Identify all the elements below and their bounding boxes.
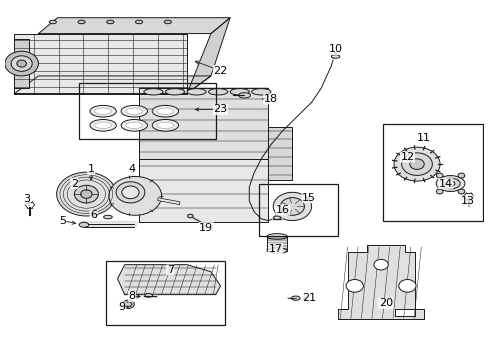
Text: 15: 15 [302,193,316,203]
Circle shape [435,189,442,194]
Circle shape [273,192,311,221]
Text: 5: 5 [59,216,66,226]
Ellipse shape [157,122,173,129]
Circle shape [122,300,134,309]
Circle shape [393,147,439,181]
Polygon shape [39,18,230,33]
Circle shape [457,173,464,178]
Polygon shape [186,18,230,94]
Ellipse shape [135,20,142,24]
Text: 19: 19 [199,222,213,233]
Text: 14: 14 [438,179,452,189]
Ellipse shape [125,122,142,129]
Text: 23: 23 [213,104,227,114]
Text: 4: 4 [128,165,135,174]
Ellipse shape [143,89,163,95]
Bar [266,237,286,251]
Polygon shape [337,245,424,319]
Polygon shape [139,88,268,159]
Text: 6: 6 [90,210,97,220]
Circle shape [398,279,415,292]
Ellipse shape [446,181,454,186]
Text: 1: 1 [87,165,95,174]
Circle shape [81,190,92,198]
Ellipse shape [152,105,178,117]
Bar [105,261,225,325]
Text: 20: 20 [378,298,392,309]
Polygon shape [139,159,268,222]
Circle shape [435,173,442,178]
Text: 8: 8 [128,292,135,301]
Text: 13: 13 [459,196,473,206]
Ellipse shape [49,20,56,24]
Text: 22: 22 [213,66,227,76]
Ellipse shape [95,122,111,129]
Ellipse shape [144,294,152,297]
Ellipse shape [152,120,178,131]
Polygon shape [117,265,220,294]
Circle shape [17,60,26,67]
Circle shape [74,185,98,203]
Ellipse shape [208,89,227,95]
Ellipse shape [121,105,147,117]
Polygon shape [15,33,186,94]
Ellipse shape [435,176,464,192]
Circle shape [373,259,387,270]
Circle shape [346,279,363,292]
Circle shape [401,153,431,175]
Ellipse shape [95,108,111,114]
Ellipse shape [164,20,171,24]
Text: 3: 3 [23,194,30,204]
Ellipse shape [78,20,85,24]
Ellipse shape [330,55,339,58]
Circle shape [122,186,139,199]
Ellipse shape [106,20,114,24]
Circle shape [125,302,132,307]
Circle shape [116,182,144,203]
Ellipse shape [266,234,286,239]
Polygon shape [15,76,210,94]
Text: 17: 17 [268,244,282,254]
Text: 2: 2 [71,179,78,189]
Ellipse shape [125,108,142,114]
Text: 16: 16 [275,205,289,215]
Circle shape [11,56,32,71]
Ellipse shape [186,89,206,95]
Ellipse shape [90,105,116,117]
Bar [383,123,482,221]
Ellipse shape [230,89,249,95]
Ellipse shape [121,120,147,131]
Ellipse shape [273,216,280,220]
Ellipse shape [187,214,193,218]
Text: 11: 11 [416,133,430,143]
Text: 7: 7 [166,265,173,275]
Ellipse shape [291,296,300,300]
Circle shape [409,159,424,170]
Circle shape [457,189,464,194]
Text: 18: 18 [263,94,277,104]
Bar [258,184,337,237]
Ellipse shape [266,248,286,253]
Text: 21: 21 [302,293,316,303]
Text: 12: 12 [400,152,414,162]
Ellipse shape [251,89,270,95]
Ellipse shape [103,215,112,219]
Circle shape [5,51,39,76]
Ellipse shape [79,222,89,227]
Ellipse shape [165,89,184,95]
Polygon shape [15,39,29,88]
Polygon shape [268,127,292,180]
Ellipse shape [238,93,250,98]
Bar [79,83,215,139]
Ellipse shape [157,108,173,114]
Ellipse shape [440,178,459,189]
Ellipse shape [90,120,116,131]
Circle shape [109,176,161,215]
Text: 9: 9 [119,302,125,312]
Circle shape [57,172,116,216]
Circle shape [280,198,304,215]
Text: 10: 10 [328,45,342,54]
